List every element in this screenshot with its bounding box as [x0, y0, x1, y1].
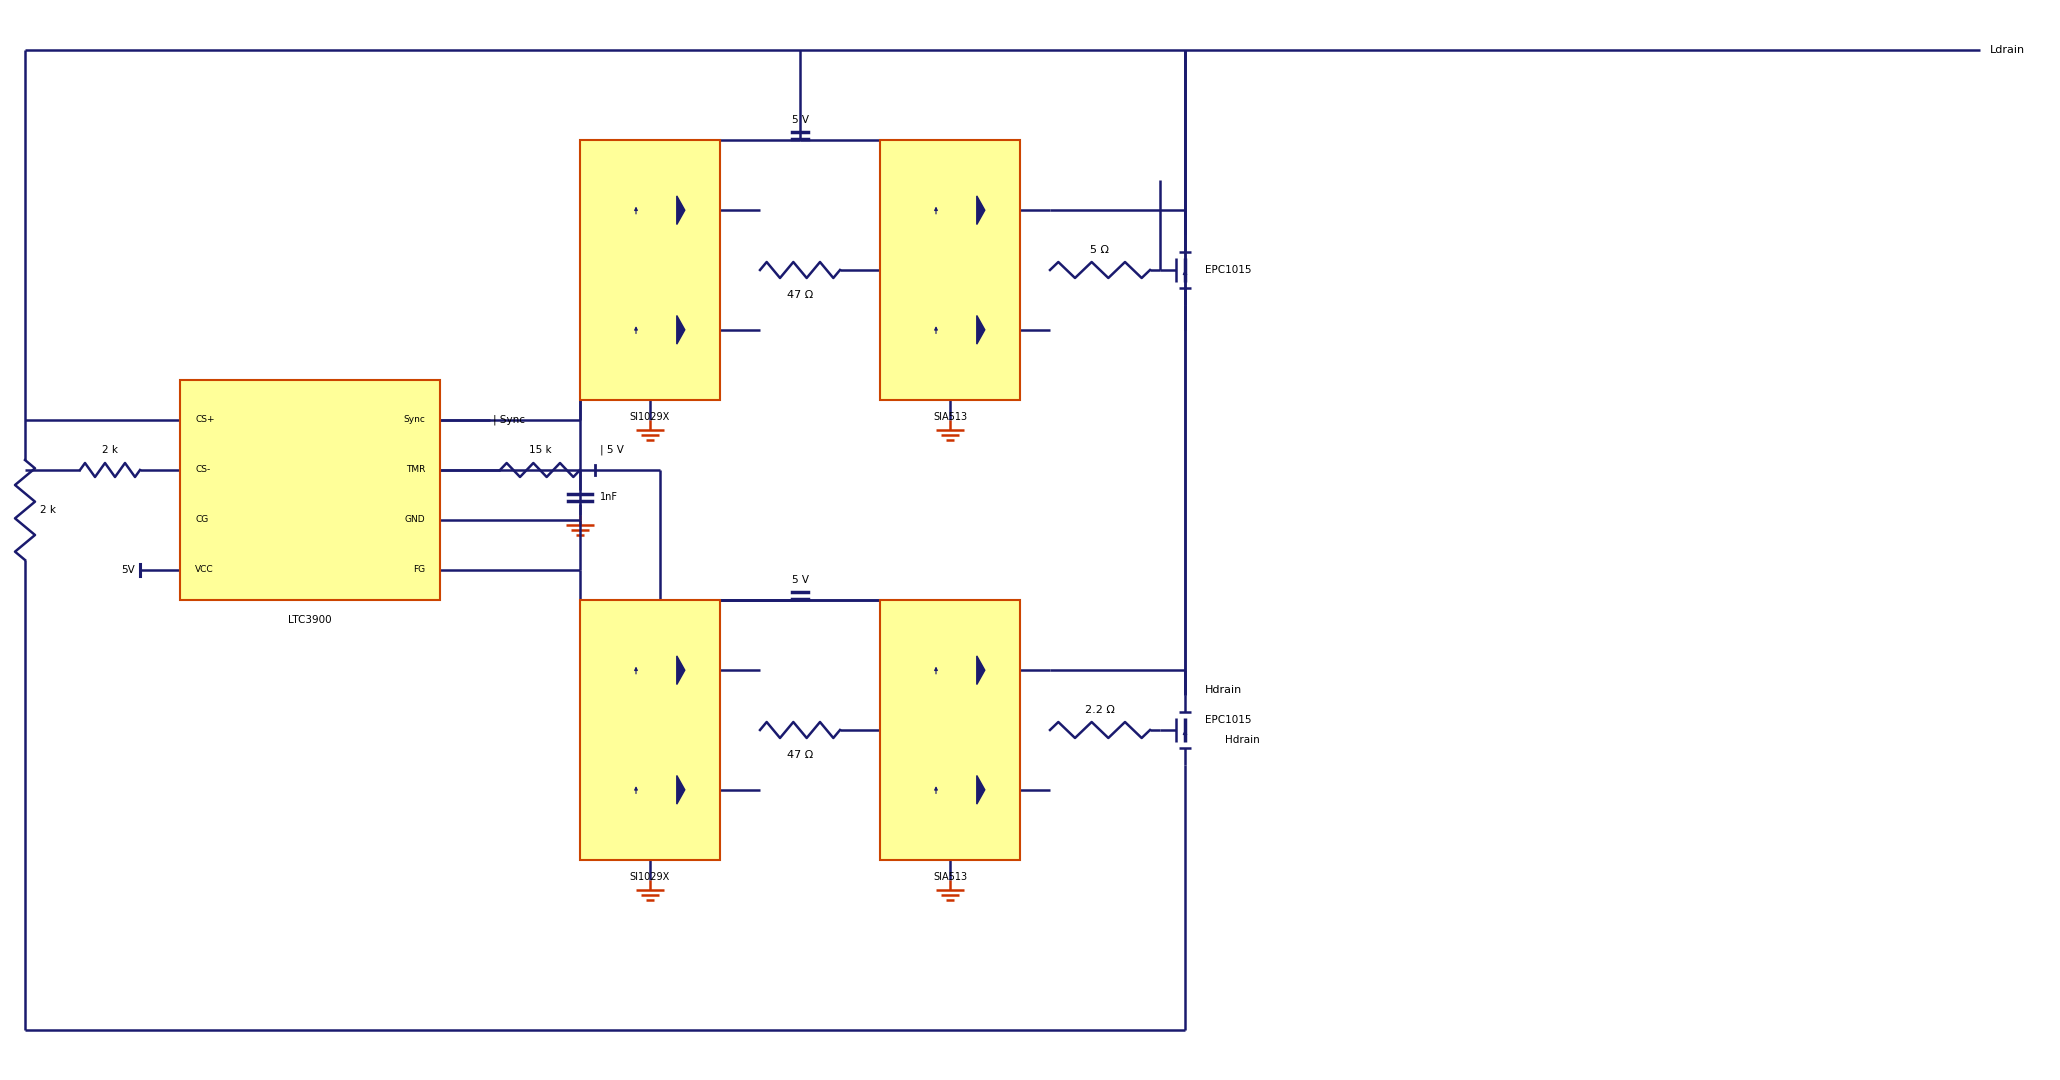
Polygon shape	[976, 656, 985, 685]
Bar	[880, 600, 1020, 860]
Bar	[581, 600, 721, 860]
Text: EPC1015: EPC1015	[1205, 715, 1252, 725]
Bar	[880, 140, 1020, 400]
Polygon shape	[678, 775, 684, 805]
Text: Hdrain: Hdrain	[1205, 685, 1242, 696]
Text: SIA513: SIA513	[933, 872, 966, 882]
Polygon shape	[976, 315, 985, 345]
Text: 2.2 Ω: 2.2 Ω	[1086, 705, 1114, 715]
Text: 2 k: 2 k	[39, 505, 56, 515]
Text: 1nF: 1nF	[599, 492, 618, 502]
Polygon shape	[678, 656, 684, 685]
Text: Ldrain: Ldrain	[1990, 45, 2025, 55]
Text: 47 Ω: 47 Ω	[787, 291, 814, 300]
Text: 5 Ω: 5 Ω	[1090, 245, 1110, 255]
Polygon shape	[678, 315, 684, 345]
Bar	[581, 140, 721, 400]
Polygon shape	[976, 195, 985, 225]
Text: SI1029X: SI1029X	[630, 872, 670, 882]
Text: 5 V: 5 V	[791, 575, 808, 585]
Text: 15 k: 15 k	[529, 445, 552, 455]
Text: 2 k: 2 k	[103, 445, 117, 455]
Text: CS-: CS-	[196, 465, 210, 474]
Text: VCC: VCC	[196, 566, 214, 575]
Polygon shape	[678, 195, 684, 225]
Text: 5V: 5V	[122, 565, 136, 575]
Bar	[179, 380, 441, 600]
Text: | Sync: | Sync	[492, 415, 525, 426]
Text: 5 V: 5 V	[791, 114, 808, 125]
Text: | 5 V: | 5 V	[599, 445, 624, 455]
Text: CS+: CS+	[196, 416, 214, 424]
Text: FG: FG	[412, 566, 424, 575]
Text: CG: CG	[196, 515, 208, 525]
Text: GND: GND	[404, 515, 424, 525]
Text: SI1029X: SI1029X	[630, 411, 670, 422]
Polygon shape	[976, 775, 985, 805]
Text: TMR: TMR	[406, 465, 424, 474]
Text: LTC3900: LTC3900	[288, 615, 332, 625]
Text: Sync: Sync	[404, 416, 424, 424]
Text: EPC1015: EPC1015	[1205, 265, 1252, 275]
Text: SIA513: SIA513	[933, 411, 966, 422]
Text: 47 Ω: 47 Ω	[787, 750, 814, 760]
Text: Hdrain: Hdrain	[1226, 735, 1261, 745]
